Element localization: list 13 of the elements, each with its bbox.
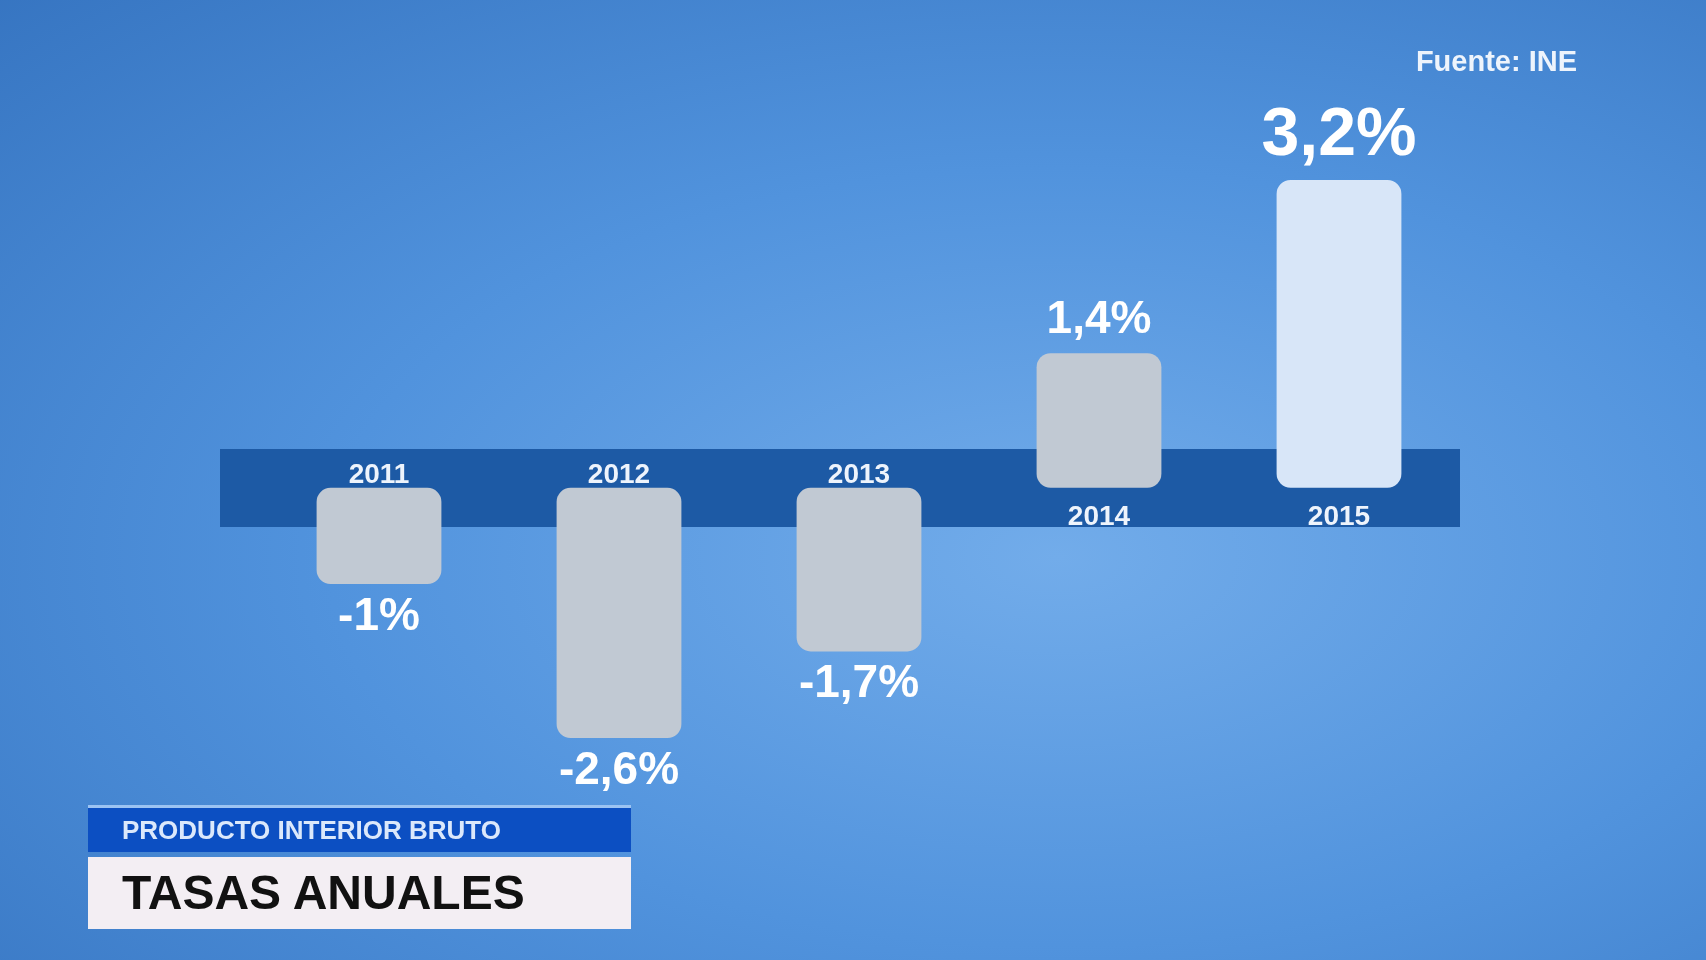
- text: TASAS ANUALES: [88, 857, 631, 929]
- x-tick-label: 2015: [1307, 499, 1371, 531]
- x-tick-label: 2013: [827, 457, 891, 489]
- data-label: 3,2%: [1261, 92, 1417, 169]
- data-label: -1%: [338, 587, 420, 640]
- text: PRODUCTO INTERIOR BRUTO: [88, 805, 631, 852]
- data-label: -1,7%: [798, 655, 920, 708]
- source-note: Fuente: INE: [1415, 45, 1577, 78]
- x-tick-label: 2014: [1067, 499, 1131, 531]
- data-label: -2,6%: [558, 741, 680, 794]
- data-label: 1,4%: [1046, 290, 1152, 343]
- x-tick-label: 2012: [587, 457, 651, 489]
- x-tick-label: 2011: [348, 457, 410, 489]
